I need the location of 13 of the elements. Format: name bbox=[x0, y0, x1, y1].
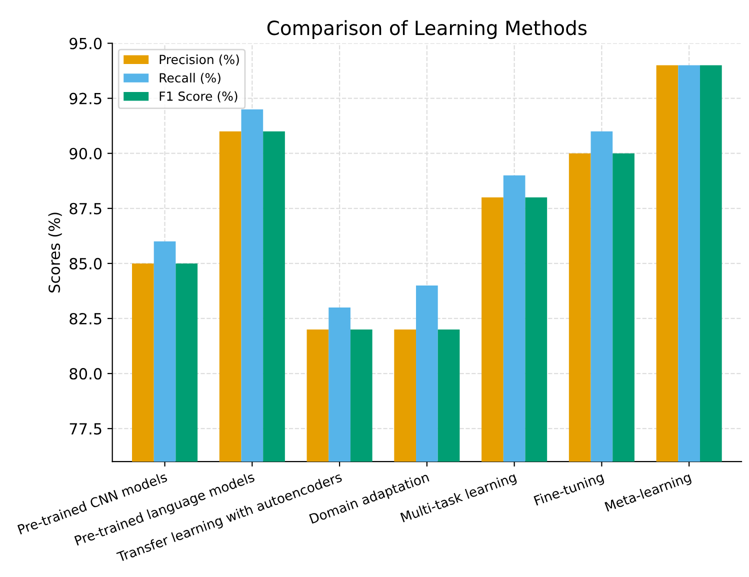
y-axis-title: Scores (%) bbox=[48, 212, 62, 292]
y-tick-label: 87.5 bbox=[70, 202, 102, 214]
chart-title: Comparison of Learning Methods bbox=[267, 20, 587, 39]
legend-label: F1 Score (%) bbox=[160, 91, 238, 102]
y-tick-label: 80.0 bbox=[70, 368, 102, 380]
legend-label: Precision (%) bbox=[160, 54, 239, 66]
legend-label: Recall (%) bbox=[160, 72, 220, 84]
y-tick-label: 82.5 bbox=[70, 312, 102, 325]
y-tick-label: 90.0 bbox=[70, 148, 102, 160]
y-tick-label: 77.5 bbox=[70, 423, 102, 435]
y-tick-label: 92.5 bbox=[70, 92, 102, 104]
y-tick-label: 85.0 bbox=[70, 258, 102, 270]
y-tick-label: 95.0 bbox=[70, 38, 102, 50]
